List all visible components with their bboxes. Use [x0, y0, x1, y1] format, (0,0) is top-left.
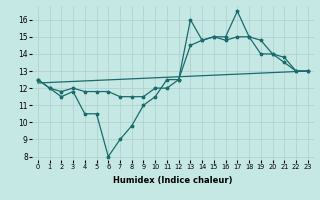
X-axis label: Humidex (Indice chaleur): Humidex (Indice chaleur): [113, 176, 233, 185]
